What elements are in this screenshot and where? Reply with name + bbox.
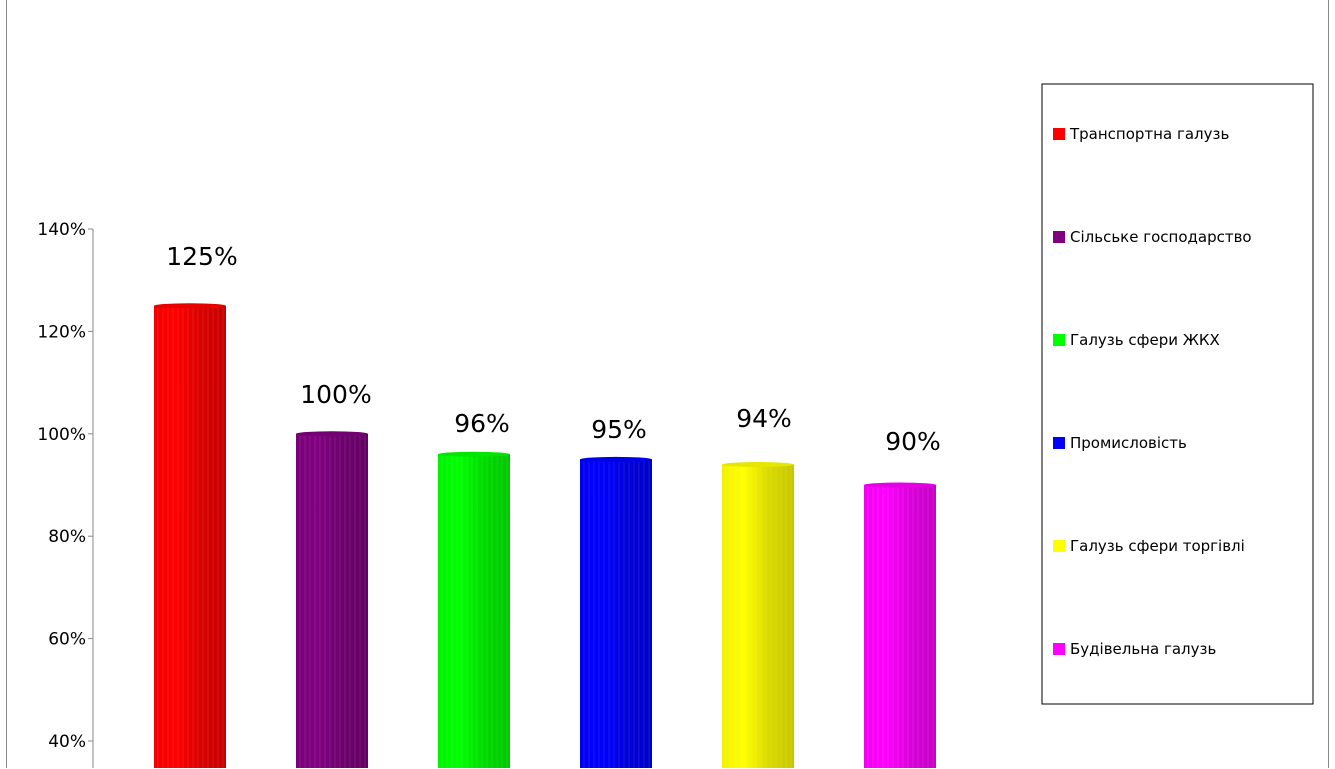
legend-label: Галузь сфери торгівлі <box>1070 537 1245 555</box>
legend-swatch <box>1053 334 1065 346</box>
legend-swatch <box>1053 540 1065 552</box>
y-axis: 40% 60% 80% 100% 120% 140% <box>37 220 94 768</box>
bar-body <box>154 305 226 768</box>
data-label: 96% <box>454 409 510 438</box>
bar-body <box>580 459 652 768</box>
bar-5 <box>722 462 794 768</box>
legend-label: Будівельна галузь <box>1070 640 1216 658</box>
legend-label: Сільське господарство <box>1070 228 1252 246</box>
legend-item: Будівельна галузь <box>1053 640 1216 658</box>
data-label: 100% <box>300 380 371 409</box>
legend-swatch <box>1053 128 1065 140</box>
legend-item: Промисловість <box>1053 434 1187 452</box>
legend-item: Галузь сфери торгівлі <box>1053 537 1245 555</box>
bar-cap <box>722 462 794 468</box>
legend-label: Промисловість <box>1070 434 1187 452</box>
y-tick-label: 40% <box>48 732 86 752</box>
data-label: 90% <box>885 427 941 456</box>
bar-chart: 40% 60% 80% 100% 120% 140% 125% 100% 96% 95% 94% 9… <box>37 83 1314 768</box>
legend-swatch <box>1053 643 1065 655</box>
bar-3 <box>438 451 510 768</box>
data-label: 125% <box>166 242 237 271</box>
bar-cap <box>154 303 226 309</box>
data-label: 94% <box>736 404 792 433</box>
legend-item: Галузь сфери ЖКХ <box>1053 331 1220 349</box>
y-tick-label: 140% <box>37 220 86 240</box>
y-tick-label: 100% <box>37 425 86 445</box>
legend: Транспортна галузь Сільське господарство Г… <box>1041 83 1314 705</box>
bars-group <box>154 303 936 768</box>
legend-label: Транспортна галузь <box>1069 125 1229 143</box>
bar-cap <box>864 482 936 488</box>
data-labels-group: 125% 100% 96% 95% 94% 90% <box>166 242 941 456</box>
bar-4 <box>580 456 652 768</box>
y-tick-label: 60% <box>48 630 86 650</box>
bar-1 <box>154 303 226 768</box>
legend-item: Сільське господарство <box>1053 228 1252 246</box>
y-tick-label: 120% <box>37 322 86 342</box>
y-tick-label: 80% <box>48 527 86 547</box>
legend-swatch <box>1053 437 1065 449</box>
data-label: 95% <box>591 415 647 444</box>
legend-box <box>1041 83 1314 705</box>
bar-body <box>722 464 794 768</box>
chart-area: 40% 60% 80% 100% 120% 140% 125% 100% 96% 95% 94% 9… <box>6 0 1329 768</box>
bar-cap <box>580 456 652 462</box>
bar-cap <box>438 451 510 457</box>
bar-body <box>864 485 936 768</box>
legend-swatch <box>1053 231 1065 243</box>
bar-2 <box>296 431 368 768</box>
legend-label: Галузь сфери ЖКХ <box>1070 331 1220 349</box>
bar-6 <box>864 482 936 768</box>
bar-body <box>296 433 368 768</box>
legend-item: Транспортна галузь <box>1053 125 1229 143</box>
bar-body <box>438 454 510 768</box>
bar-cap <box>296 431 368 437</box>
